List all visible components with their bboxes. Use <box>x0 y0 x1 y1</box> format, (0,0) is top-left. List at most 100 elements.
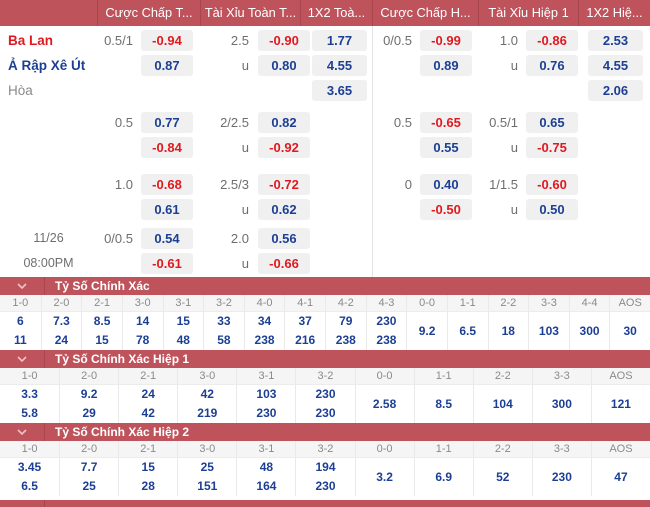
odds-draw-AOS[interactable]: 47 <box>590 458 650 496</box>
odds-home-2-0[interactable]: 7.3 <box>40 312 82 331</box>
odds-away-2-0[interactable]: 29 <box>59 404 118 423</box>
odds-home-4-2[interactable]: 79 <box>325 312 366 331</box>
odds-value-r_box2[interactable]: 0.65 <box>526 112 578 133</box>
odds-draw-0-0[interactable]: 3.2 <box>354 458 414 496</box>
odds-home-3-1[interactable]: 103 <box>236 385 295 404</box>
odds-value-l_box2[interactable]: -0.72 <box>258 174 310 195</box>
section-header[interactable]: Tỷ Số Chính Xác Hiệp 2 <box>0 423 650 441</box>
odds-value-r_1x2[interactable]: 2.53 <box>588 30 643 51</box>
odds-value-r_box1[interactable]: 0.55 <box>420 137 472 158</box>
odds-away-1-0[interactable]: 11 <box>13 333 27 347</box>
odds-away-4-3[interactable]: 238 <box>365 331 407 350</box>
odds-home-4-0[interactable]: 34 <box>243 312 285 331</box>
odds-value-r_box1[interactable]: 0.89 <box>420 55 472 76</box>
odds-away-2-0[interactable]: 24 <box>40 331 82 350</box>
odds-value-l_box2[interactable]: 0.56 <box>258 228 310 249</box>
odds-away-2-1[interactable]: 15 <box>81 331 122 350</box>
odds-home-3-0[interactable]: 42 <box>177 385 236 404</box>
odds-value-l_box1[interactable]: 0.77 <box>141 112 193 133</box>
odds-home-2-1[interactable]: 8.5 <box>81 312 122 331</box>
odds-home-1-0[interactable]: 6 <box>16 314 24 328</box>
odds-away-1-0[interactable]: 5.8 <box>21 406 38 420</box>
section-header[interactable]: Tỷ Số Chính Xác <box>0 277 650 295</box>
odds-draw-1-1[interactable]: 6.9 <box>413 458 473 496</box>
odds-value-l_box1[interactable]: -0.68 <box>141 174 193 195</box>
odds-away-3-2[interactable]: 58 <box>203 331 244 350</box>
odds-draw-1-1[interactable]: 8.5 <box>413 385 473 423</box>
odds-away-3-0[interactable]: 219 <box>177 404 236 423</box>
odds-home-3-0[interactable]: 25 <box>177 458 236 477</box>
odds-draw-3-3[interactable]: 300 <box>531 385 591 423</box>
odds-draw-2-2[interactable]: 104 <box>472 385 532 423</box>
odds-value-r_1x2[interactable]: 4.55 <box>588 55 643 76</box>
odds-away-3-1[interactable]: 164 <box>236 477 295 496</box>
odds-value-l_1x2[interactable]: 4.55 <box>312 55 367 76</box>
odds-home-2-1[interactable]: 24 <box>118 385 177 404</box>
odds-home-1-0[interactable]: 3.3 <box>21 387 38 401</box>
collapsed-section-header[interactable] <box>0 500 650 507</box>
odds-value-r_1x2[interactable]: 2.06 <box>588 80 643 101</box>
odds-home-3-1[interactable]: 15 <box>162 312 204 331</box>
odds-value-r_box1[interactable]: -0.50 <box>420 199 472 220</box>
odds-draw-2-2[interactable]: 52 <box>472 458 532 496</box>
odds-home-2-1[interactable]: 15 <box>118 458 177 477</box>
odds-away-2-1[interactable]: 42 <box>118 404 177 423</box>
odds-home-3-2[interactable]: 33 <box>203 312 244 331</box>
odds-away-4-2[interactable]: 238 <box>325 331 366 350</box>
odds-away-4-0[interactable]: 238 <box>243 331 285 350</box>
odds-value-l_box2[interactable]: -0.90 <box>258 30 310 51</box>
odds-value-l_box2[interactable]: -0.66 <box>258 253 310 274</box>
odds-value-l_box1[interactable]: 0.87 <box>141 55 193 76</box>
odds-home-3-0[interactable]: 14 <box>121 312 163 331</box>
odds-home-2-0[interactable]: 7.7 <box>59 458 118 477</box>
odds-value-r_box1[interactable]: 0.40 <box>420 174 472 195</box>
odds-draw-3-3[interactable]: 103 <box>528 312 569 350</box>
odds-value-l_box2[interactable]: 0.82 <box>258 112 310 133</box>
odds-value-l_box2[interactable]: -0.92 <box>258 137 310 158</box>
odds-away-3-1[interactable]: 48 <box>162 331 204 350</box>
odds-value-l_box2[interactable]: 0.62 <box>258 199 310 220</box>
chevron-down-icon[interactable] <box>0 277 45 295</box>
odds-value-l_1x2[interactable]: 1.77 <box>312 30 367 51</box>
odds-value-l_box1[interactable]: -0.61 <box>141 253 193 274</box>
odds-value-l_1x2[interactable]: 3.65 <box>312 80 367 101</box>
odds-value-r_box2[interactable]: -0.75 <box>526 137 578 158</box>
odds-value-l_box1[interactable]: -0.94 <box>141 30 193 51</box>
odds-away-3-1[interactable]: 230 <box>236 404 295 423</box>
odds-value-r_box2[interactable]: 0.50 <box>526 199 578 220</box>
odds-away-1-0[interactable]: 6.5 <box>21 479 38 493</box>
odds-away-2-0[interactable]: 25 <box>59 477 118 496</box>
odds-value-r_box2[interactable]: -0.86 <box>526 30 578 51</box>
odds-value-l_box1[interactable]: 0.61 <box>141 199 193 220</box>
odds-value-l_box1[interactable]: -0.84 <box>141 137 193 158</box>
odds-draw-3-3[interactable]: 230 <box>531 458 591 496</box>
chevron-down-icon[interactable] <box>0 423 45 441</box>
odds-draw-AOS[interactable]: 30 <box>609 312 650 350</box>
odds-draw-1-1[interactable]: 6.5 <box>446 312 488 350</box>
odds-value-r_box1[interactable]: -0.65 <box>420 112 472 133</box>
odds-home-3-2[interactable]: 194 <box>295 458 354 477</box>
odds-away-4-1[interactable]: 216 <box>284 331 325 350</box>
odds-away-3-2[interactable]: 230 <box>295 477 354 496</box>
odds-value-r_box2[interactable]: 0.76 <box>526 55 578 76</box>
odds-away-2-1[interactable]: 28 <box>118 477 177 496</box>
section-header[interactable]: Tỷ Số Chính Xác Hiệp 1 <box>0 350 650 368</box>
odds-value-r_box2[interactable]: -0.60 <box>526 174 578 195</box>
odds-away-3-2[interactable]: 230 <box>295 404 354 423</box>
odds-value-l_box2[interactable]: 0.80 <box>258 55 310 76</box>
odds-away-3-0[interactable]: 151 <box>177 477 236 496</box>
odds-home-1-0[interactable]: 3.45 <box>17 460 42 474</box>
odds-home-4-3[interactable]: 230 <box>365 312 407 331</box>
odds-home-4-1[interactable]: 37 <box>284 312 325 331</box>
odds-away-3-0[interactable]: 78 <box>121 331 163 350</box>
odds-value-r_box1[interactable]: -0.99 <box>420 30 472 51</box>
odds-home-3-2[interactable]: 230 <box>295 385 354 404</box>
odds-draw-0-0[interactable]: 2.58 <box>354 385 414 423</box>
odds-home-2-0[interactable]: 9.2 <box>59 385 118 404</box>
odds-value-l_box1[interactable]: 0.54 <box>141 228 193 249</box>
chevron-down-icon[interactable] <box>0 350 45 368</box>
odds-home-3-1[interactable]: 48 <box>236 458 295 477</box>
odds-draw-0-0[interactable]: 9.2 <box>406 312 447 350</box>
odds-draw-AOS[interactable]: 121 <box>590 385 650 423</box>
odds-draw-2-2[interactable]: 18 <box>487 312 529 350</box>
